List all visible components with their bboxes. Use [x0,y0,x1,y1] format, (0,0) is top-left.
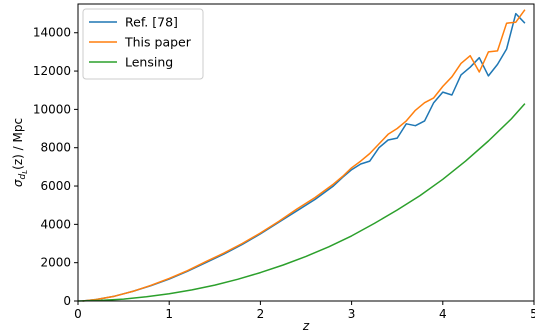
x-tick-label-2: 2 [257,307,265,321]
y-tick-label-7: 14000 [33,26,71,40]
y-tick-label-3: 6000 [40,179,71,193]
y-tick-label-5: 10000 [33,102,71,116]
x-tick-label-3: 3 [348,307,356,321]
x-tick-label-1: 1 [165,307,173,321]
legend: Ref. [78] This paper Lensing [82,8,204,80]
y-axis-label: σdL(z) / Mpc [11,118,29,187]
x-tick-label-4: 4 [439,307,447,321]
legend-label-0: Ref. [78] [125,15,178,30]
legend-label-1: This paper [124,35,192,50]
x-axis-label: z [302,319,310,333]
legend-items: Ref. [78] This paper Lensing [89,15,192,70]
series-line-lensing [77,103,526,302]
y-tick-label-2: 4000 [40,217,71,231]
plot-frame [77,3,535,302]
series-line-this-paper [82,9,526,302]
y-axis-label-subscript: d [18,173,28,179]
legend-label-2: Lensing [125,55,173,70]
x-tick-label-0: 0 [74,307,82,321]
y-tick-label-6: 12000 [33,64,71,78]
y-tick-label-4: 8000 [40,141,71,155]
series-layer [77,9,526,302]
y-tick-label-0: 0 [63,294,71,308]
y-tick-label-1: 2000 [40,256,71,270]
y-axis-label-symbol: σ [11,179,25,187]
x-tick-label-5: 5 [530,307,535,321]
ticks-layer: 0 1 2 3 4 5 0 2000 4000 6000 8000 10000 12000 14000 [33,26,535,321]
y-axis-label-subsubscript: L [21,170,29,174]
y-axis-label-suffix: (z) / Mpc [11,118,25,170]
